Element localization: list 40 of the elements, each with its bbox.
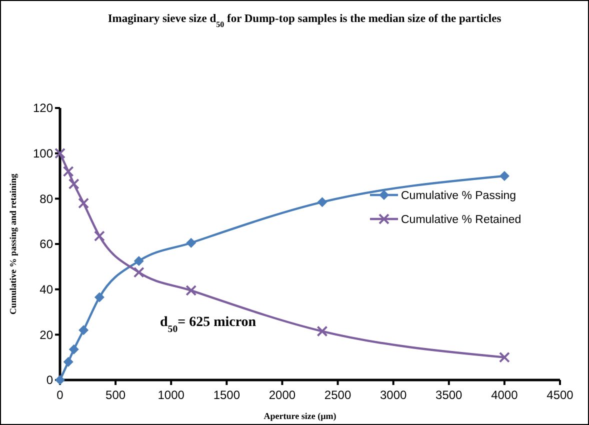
x-axis-title: Aperture size (µm) [264,411,336,421]
point [134,256,144,266]
x-tick-label: 4500 [546,388,574,402]
point [317,197,328,208]
point [62,166,74,177]
x-tick-label: 0 [56,388,64,402]
point [316,326,328,337]
x-tick-label: 2500 [324,388,352,402]
y-tick-label: 20 [40,328,54,342]
point [54,148,66,159]
y-axis-title: Cumulative % passing and retaining [8,173,18,314]
x-tick-label: 3000 [380,388,408,402]
point [68,178,80,190]
point [186,238,196,248]
point [78,198,90,209]
point [133,266,144,278]
point [94,230,105,242]
y-tick-label: 0 [46,373,54,388]
chart-title: Imaginary sieve size d$_{50}$ for Dump-top samples is the median size of the particles [108,13,502,28]
legend-label: Cumulative % Retained [401,214,522,226]
point [186,284,197,296]
point [78,325,89,336]
x-tick-label: 1000 [158,388,185,402]
annotation: d$_{50}$= 625 micron [160,315,256,334]
x-tick-label: 3500 [436,388,463,402]
y-tick-label: 120 [32,101,54,116]
y-tick-label: 100 [32,146,54,161]
point [68,344,79,354]
x-tick-label: 2000 [268,388,296,402]
point [498,352,510,363]
point [94,292,104,302]
y-tick-label: 60 [40,237,54,252]
x-tick-label: 4000 [491,388,518,402]
y-tick-label: 40 [40,282,54,297]
legend-label: Cumulative % Passing [401,190,516,202]
point [499,171,510,181]
y-tick-label: 80 [40,192,54,206]
x-tick-label: 500 [106,388,126,402]
x-tick-label: 1500 [213,388,240,402]
point [63,356,74,367]
